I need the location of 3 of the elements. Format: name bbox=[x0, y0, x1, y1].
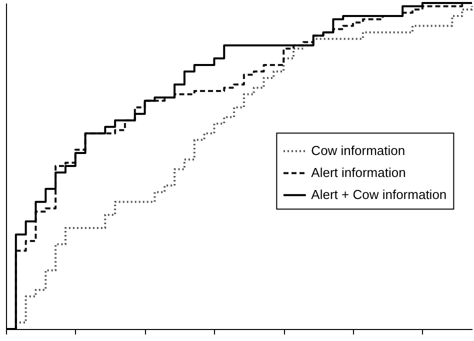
legend-label: Cow information bbox=[311, 143, 406, 158]
legend-label: Alert information bbox=[311, 165, 406, 180]
legend-label: Alert + Cow information bbox=[311, 187, 447, 202]
